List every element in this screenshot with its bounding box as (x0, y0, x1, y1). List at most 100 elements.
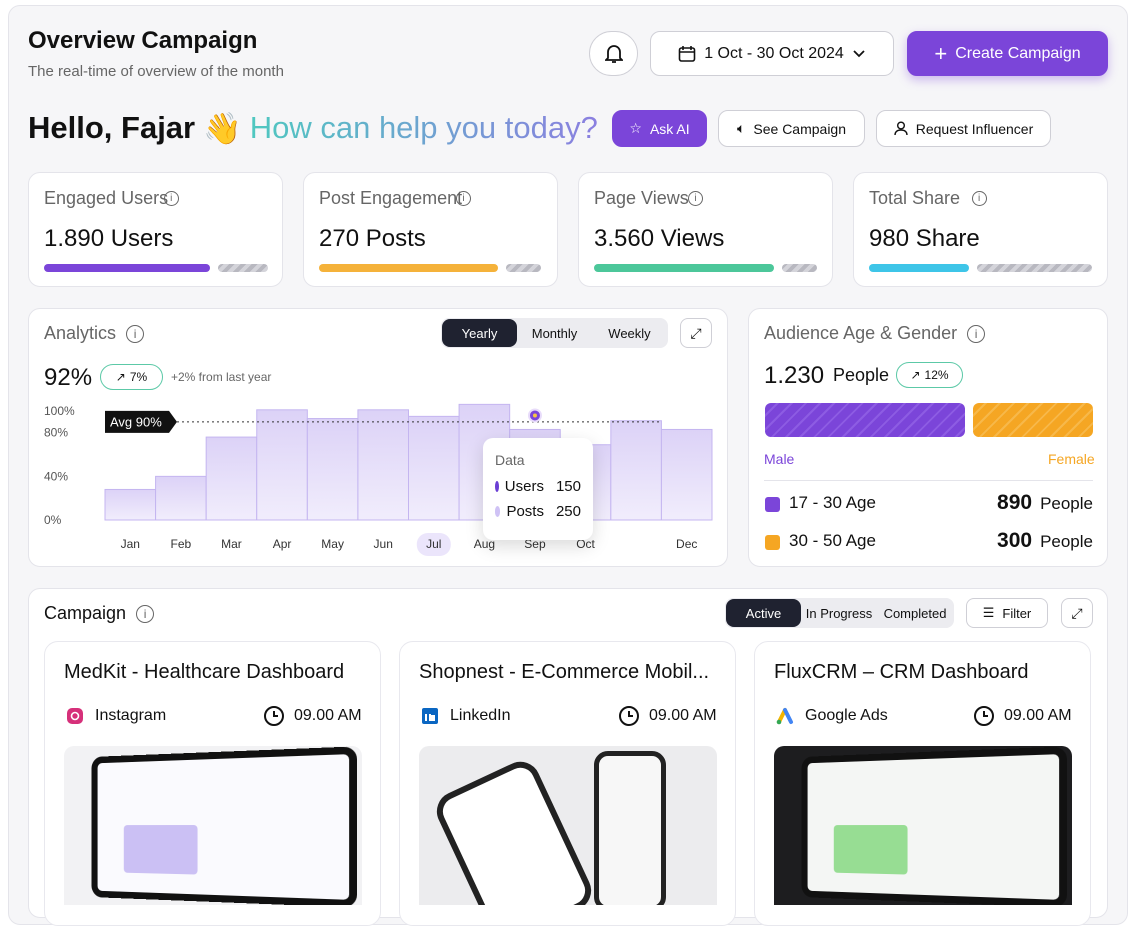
info-icon: i (163, 191, 179, 206)
page-subtitle: The real-time of overview of the month (28, 63, 284, 80)
analytics-note: +2% from last year (171, 370, 272, 384)
bar (357, 409, 409, 521)
x-tick-label: Oct (576, 537, 595, 551)
audience-panel (748, 308, 1108, 567)
bar (408, 415, 460, 521)
average-label: Avg 90% (110, 414, 162, 429)
period-tab[interactable]: Weekly (608, 325, 651, 341)
campaign-title-text: Campaign (44, 603, 127, 623)
bar (660, 428, 713, 521)
ask-ai-button[interactable]: ☆ Ask AI (612, 110, 707, 147)
audience-title: Audience Age & Gender i (764, 323, 986, 344)
x-tick-label: Dec (676, 537, 697, 551)
y-tick-label: 100% (44, 404, 75, 418)
bar (256, 409, 308, 521)
platform-icon (420, 706, 440, 726)
greeting-question: How can help you today? (249, 110, 598, 145)
audience-change: ↗ 12% (896, 362, 963, 388)
group-unit: People (1040, 532, 1093, 551)
progress-fill (44, 264, 210, 272)
clock-hand (273, 711, 278, 717)
status-tab[interactable]: Completed (883, 605, 947, 621)
period-tab[interactable]: Monthly (531, 325, 578, 341)
chart-tooltip: Data Users 150 Posts 250 (483, 438, 593, 540)
progress-rest (977, 264, 1092, 272)
progress-rest (506, 264, 541, 272)
stat-value: 1.890 Users (44, 225, 174, 252)
card-image (64, 746, 362, 905)
y-tick-label: 40% (44, 469, 68, 483)
group-label: 17 - 30 Age (789, 493, 876, 512)
filter-icon: ☰ (982, 605, 995, 620)
group-unit: People (1040, 494, 1093, 513)
analytics-chart: 0% 40% 80% 100% Jan Feb Mar Apr May Jun Jul Aug Sep O… (44, 403, 713, 556)
x-tick-label: Jan (121, 537, 140, 551)
female-label: Female (1048, 451, 1095, 467)
stat-label: Engaged Users (44, 188, 169, 208)
speaker-icon: 🔈︎ (736, 120, 746, 136)
bar (104, 488, 157, 521)
analytics-title-text: Analytics (44, 323, 117, 343)
progress-fill (594, 264, 774, 272)
laptop-screen (801, 746, 1068, 905)
analytics-change: ↗ 7% (100, 364, 163, 390)
trend-icon: ↗ (115, 370, 126, 384)
date-picker[interactable]: 1 Oct - 30 Oct 2024 (650, 31, 894, 76)
status-tab[interactable]: In Progress (805, 605, 873, 621)
analytics-title: Analytics i (44, 323, 145, 344)
stat-value: 980 Share (869, 225, 980, 252)
progress-fill (319, 264, 498, 272)
period-tab[interactable]: Yearly (442, 319, 517, 347)
tooltip-dot (495, 481, 499, 492)
card-image (774, 746, 1072, 905)
expand-button[interactable]: ⤢ (1061, 598, 1093, 628)
info-icon: i (126, 324, 145, 343)
clock-icon (619, 706, 639, 726)
audience-title-text: Audience Age & Gender (764, 323, 958, 343)
analytics-value: 92% (44, 364, 93, 391)
card-time: 09.00 AM (649, 707, 717, 724)
x-tick-label: Jul (426, 537, 441, 551)
platform-icon (775, 706, 795, 726)
audience-unit: People (833, 365, 890, 385)
laptop-screen (91, 746, 358, 905)
bell-icon (604, 44, 623, 63)
create-campaign-label: Create Campaign (955, 44, 1081, 62)
info-icon: i (136, 604, 155, 623)
filter-button[interactable]: ☰ Filter (966, 598, 1048, 628)
card-platform: Instagram (95, 707, 167, 724)
star-icon: ☆ (629, 120, 642, 136)
group-value: 300 (997, 529, 1033, 552)
audience-total: 1.230 (764, 362, 825, 389)
request-influencer-button[interactable]: Request Influencer (876, 110, 1051, 147)
bar (205, 436, 258, 521)
highlight-pill (416, 533, 451, 556)
stat-label: Post Engagement (319, 188, 463, 208)
see-campaign-button[interactable]: 🔈︎ See Campaign (718, 110, 865, 147)
divider (764, 480, 1093, 481)
page-title: Overview Campaign (28, 27, 258, 54)
info-icon: i (688, 191, 703, 206)
create-campaign-button[interactable]: + Create Campaign (907, 31, 1108, 76)
phone (430, 755, 598, 905)
see-campaign-label: See Campaign (753, 120, 847, 137)
analytics-change-value: 7% (129, 370, 148, 384)
card-title: MedKit - Healthcare Dashboard (64, 661, 345, 683)
group-count: 300 People (997, 529, 1093, 553)
greeting: Hello, Fajar 👋 How can help you today? (28, 110, 598, 147)
x-tick-label: Aug (474, 537, 495, 551)
user-icon (894, 121, 908, 136)
male-label: Male (764, 451, 795, 467)
male-bar (765, 403, 965, 437)
info-icon: i (967, 324, 986, 343)
average-badge (105, 410, 177, 433)
request-influencer-label: Request Influencer (915, 120, 1034, 137)
tooltip-dot (495, 506, 501, 517)
group-swatch (765, 535, 780, 550)
notification-button[interactable] (589, 31, 638, 76)
status-tab[interactable]: Active (726, 599, 801, 627)
expand-button[interactable]: ⤢ (680, 318, 712, 348)
plus-icon: + (934, 40, 948, 66)
x-tick-label: Feb (171, 537, 192, 551)
greeting-hello: Hello, Fajar (28, 110, 196, 145)
